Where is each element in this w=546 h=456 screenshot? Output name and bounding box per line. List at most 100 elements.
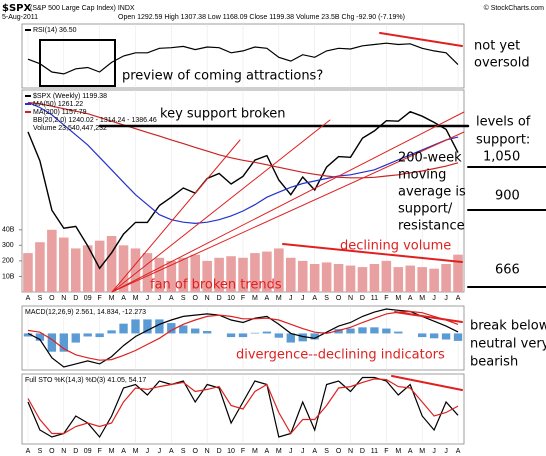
x-tick-label: A — [26, 448, 31, 455]
annotation: 200-week — [398, 151, 462, 166]
x-tick-label: D — [360, 448, 365, 455]
volume-bar — [47, 229, 57, 292]
annotation: levels of — [476, 115, 531, 130]
histogram-bar — [119, 323, 128, 334]
highlight-box — [39, 39, 116, 87]
histogram-bar — [418, 333, 427, 338]
x-tick-label: A — [169, 448, 174, 455]
date: 5-Aug-2011 — [2, 14, 38, 21]
annotation: divergence--declining indicators — [236, 348, 445, 363]
x-tick-label: S — [324, 448, 329, 455]
volume-tick-label: 10B — [2, 273, 15, 280]
x-tick-label: D — [73, 448, 78, 455]
x-tick-label: M — [395, 295, 401, 302]
histogram-bar — [298, 333, 307, 342]
x-tick-label: 10 — [227, 448, 235, 455]
histogram-bar — [370, 327, 379, 334]
volume-bar — [23, 253, 33, 292]
x-tick-label: M — [395, 448, 401, 455]
annotation: support/ — [398, 202, 453, 217]
histogram-bar — [143, 319, 152, 334]
volume-bar — [369, 264, 380, 292]
x-tick-label: 10 — [227, 295, 235, 302]
volume-bar — [417, 267, 427, 292]
volume-bar — [94, 240, 105, 292]
histogram-bar — [429, 333, 439, 339]
histogram-bar — [107, 330, 116, 334]
annotation: support: — [476, 133, 530, 148]
series-line — [27, 308, 459, 368]
annotation: declining volume — [340, 239, 451, 254]
x-tick-label: J — [158, 448, 162, 455]
x-tick-label: 09 — [84, 448, 92, 455]
x-tick-label: J — [289, 295, 293, 302]
x-tick-label: D — [360, 295, 365, 302]
x-tick-label: J — [444, 295, 448, 302]
histogram-bar — [382, 328, 391, 334]
x-tick-label: J — [158, 295, 162, 302]
x-tick-label: O — [192, 448, 198, 455]
volume-bar — [202, 260, 212, 292]
x-tick-label: J — [289, 448, 293, 455]
histogram-bar — [238, 333, 248, 338]
histogram-bar — [95, 333, 104, 338]
trend-line — [282, 243, 463, 263]
fan-line — [111, 131, 465, 293]
x-tick-label: A — [312, 295, 317, 302]
volume-bar — [297, 260, 308, 292]
x-tick-label: A — [456, 448, 461, 455]
histogram-bar — [59, 333, 68, 352]
annotation: break below — [470, 319, 546, 334]
histogram-bar — [441, 333, 451, 340]
volume-bar — [130, 248, 141, 292]
series-line — [27, 378, 459, 435]
x-tick-label: F — [98, 295, 102, 302]
histogram-bar — [286, 333, 295, 343]
x-tick-label: N — [348, 295, 353, 302]
annotation: average is — [398, 185, 466, 200]
histogram-bar — [35, 333, 45, 341]
volume-bar — [321, 262, 332, 292]
volume-bar — [238, 257, 248, 292]
x-tick-label: O — [336, 295, 342, 302]
x-tick-label: M — [133, 295, 139, 302]
histogram-bar — [346, 328, 355, 334]
annotation: 900 — [495, 189, 520, 204]
volume-bar — [190, 254, 200, 292]
histogram-bar — [394, 331, 403, 334]
histogram-bar — [358, 327, 367, 334]
x-tick-label: A — [312, 448, 317, 455]
x-tick-label: A — [121, 295, 126, 302]
volume-bar — [214, 257, 224, 292]
x-tick-label: M — [252, 448, 258, 455]
series-line — [27, 110, 459, 270]
trend-line — [394, 311, 463, 323]
histogram-bar — [23, 333, 33, 337]
legend-label: BB(20,2.0) 1240.02 - 1314.24 - 1386.46 — [33, 117, 157, 124]
fan-line — [111, 139, 241, 293]
annotation: preview of coming attractions? — [122, 69, 323, 84]
legend-label: MA(50) 1261.22 — [33, 101, 83, 108]
volume-bar — [453, 254, 463, 292]
x-tick-label: S — [181, 448, 186, 455]
title: $SPX — [2, 3, 31, 14]
volume-tick-label: 40B — [2, 227, 15, 234]
x-tick-label: A — [26, 295, 31, 302]
quote: Open 1292.59 High 1307.38 Low 1168.09 Cl… — [118, 14, 405, 21]
x-tick-label: M — [133, 448, 139, 455]
volume-bar — [166, 260, 177, 292]
histogram-bar — [250, 332, 260, 334]
x-tick-label: O — [49, 295, 55, 302]
x-tick-label: F — [241, 448, 245, 455]
volume-bar — [82, 245, 93, 292]
x-tick-label: J — [432, 295, 436, 302]
x-tick-label: M — [109, 448, 115, 455]
volume-bar — [333, 264, 344, 292]
volume-bar — [429, 268, 439, 292]
x-tick-label: N — [205, 295, 210, 302]
volume-bar — [226, 256, 236, 292]
annotation: bearish — [470, 355, 518, 370]
annotation: fan of broken trends — [150, 278, 282, 293]
x-tick-label: J — [301, 448, 305, 455]
x-tick-label: O — [192, 295, 198, 302]
